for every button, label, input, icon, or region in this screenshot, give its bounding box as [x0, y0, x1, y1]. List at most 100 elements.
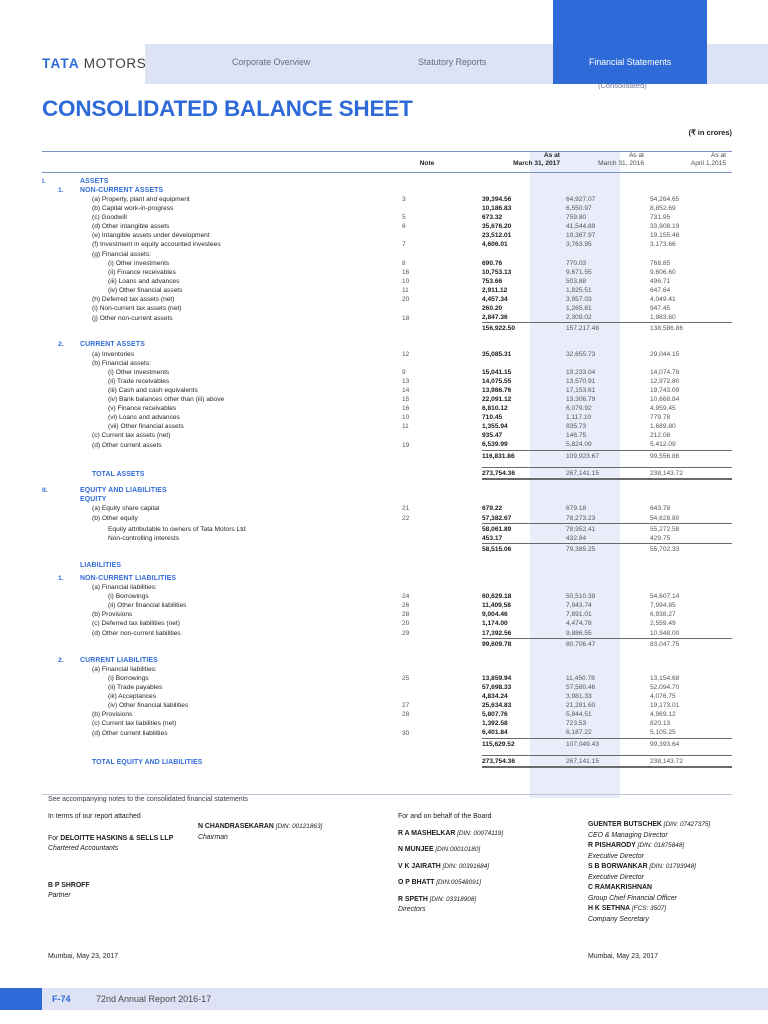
executive-role: Executive Director [588, 852, 644, 860]
row-value-2017: 25,634.83 [482, 702, 512, 710]
executives-signature-block: GUENTER BUTSCHEK [DIN: 07427375] CEO & Ma… [588, 820, 766, 925]
row-label: (h) Deferred tax assets (net) [92, 296, 175, 304]
table-row: (ii) Trade payables 57,698.33 57,580.46 52,… [42, 683, 732, 692]
equity-attributable-row: Equity attributable to owners of Tata Mo… [42, 522, 732, 534]
total-label: TOTAL EQUITY AND LIABILITIES [92, 759, 203, 767]
row-label: (d) Other non-current liabilities [92, 630, 181, 638]
row-note: 13 [402, 377, 410, 385]
accompanying-notes-text: See accompanying notes to the consolidat… [48, 796, 248, 803]
section-heading-row: 1. NON-CURRENT ASSETS [42, 186, 732, 195]
row-note: 20 [402, 296, 410, 304]
row-value-2016: 32,655.73 [566, 350, 596, 358]
auditor-firm-role: Chartered Accountants [48, 845, 119, 852]
row-value-2015: 12,972.80 [650, 377, 680, 385]
board-member: R A MASHELKAR [DIN: 00074119] [398, 829, 588, 840]
board-member-din: [DIN:00010180] [433, 846, 481, 853]
row-note: 14 [402, 386, 410, 394]
row-label: (iii) Cash and cash equivalents [108, 386, 198, 394]
row-label: (i) Borrowings [108, 674, 149, 682]
nav-item-financial-statements[interactable]: Financial Statements [589, 57, 672, 67]
section-number [58, 561, 80, 570]
total-value-2015: 238,143.72 [650, 467, 732, 481]
row-note: 5 [402, 214, 406, 222]
row-value-2016: 64,927.07 [566, 196, 596, 203]
row-value-2015: 9,606.60 [650, 268, 676, 276]
board-member-name: V K JAIRATH [398, 862, 441, 870]
table-row: (a) Inventories 12 35,085.31 32,655.73 29,04… [42, 350, 732, 359]
section-number: 1. [58, 574, 64, 582]
logo-motors-text: MOTORS [83, 56, 147, 71]
row-label: (c) Current tax liabilities (net) [92, 720, 177, 728]
row-note: 7 [402, 241, 406, 249]
section-roman [42, 186, 58, 195]
row-label: (d) Other current assets [92, 441, 162, 449]
table-row: (iii) Loans and advances 10 753.66 503.88 49… [42, 277, 732, 286]
row-label: (ii) Trade payables [108, 684, 163, 691]
row-note [402, 304, 458, 313]
row-value-2015: 5,105.25 [650, 729, 676, 737]
row-value-2015: 4,049.41 [650, 296, 676, 304]
row-note: 10 [402, 414, 410, 422]
row-value-2016: 1,265.81 [566, 305, 592, 313]
row-note: 28 [402, 611, 410, 619]
row-label: (i) Non-current tax assets (net) [92, 305, 182, 313]
auditor-partner-role: Partner [48, 892, 71, 899]
board-member-din: [DIN: 03318908] [427, 895, 477, 903]
row-note: 8 [402, 259, 406, 267]
row-value-2015: 947.45 [650, 305, 671, 313]
row-value-2017: 2,847.36 [482, 314, 508, 322]
total-value-2015: 238,143.72 [650, 755, 732, 769]
row-value-2016: 41,544.89 [566, 223, 596, 231]
executives-list: GUENTER BUTSCHEK [DIN: 07427375] CEO & Ma… [588, 820, 766, 925]
row-note: 24 [402, 593, 410, 601]
row-value-2017: 17,392.56 [482, 629, 512, 637]
row-value-2016: 3,957.03 [566, 296, 592, 304]
total-value-2016: 79,385.25 [566, 542, 650, 554]
row-note: 28 [402, 711, 410, 719]
notes-divider [42, 794, 732, 795]
row-label: (a) Financial liabilities: [92, 665, 157, 673]
footer-accent-square [0, 988, 42, 1010]
executive-role: CEO & Managing Director [588, 831, 668, 839]
total-label [80, 450, 402, 461]
auditor-signature-block: In terms of our report attached For DELO… [48, 812, 198, 902]
row-value-2017: 753.66 [482, 277, 503, 285]
table-row: (ii) Finance receivables 16 10,753.13 9,671… [42, 268, 732, 277]
section-roman [42, 561, 58, 570]
row-value-2017: 260.20 [482, 305, 503, 313]
section-heading-row: EQUITY [42, 495, 732, 504]
chairman-line: N CHANDRASEKARAN [DIN: 00121863] [198, 822, 388, 833]
row-value-2015: 19,173.01 [650, 702, 680, 710]
section-number [58, 486, 80, 495]
row-value-2015: 54,607.14 [650, 593, 680, 601]
row-label: (iv) Other financial liabilities [108, 702, 189, 710]
row-label: (c) Deferred tax liabilities (net) [92, 620, 180, 628]
chairman-role: Chairman [198, 833, 228, 841]
executive-role: Company Secretary [588, 915, 649, 923]
row-label: (i) Other investments [108, 368, 170, 376]
chairman-signature-block: N CHANDRASEKARAN [DIN: 00121863] Chairma… [198, 822, 388, 843]
row-value-2017: 57,698.33 [482, 684, 512, 691]
row-value-2015: 54,264.65 [650, 196, 680, 203]
table-row: (b) Capital work-in-progress 10,186.83 6,5… [42, 204, 732, 213]
nav-item-statutory-reports[interactable]: Statutory Reports [418, 57, 487, 67]
nav-item-corporate-overview[interactable]: Corporate Overview [232, 57, 311, 67]
table-row: (d) Other current liabilities 30 6,401.84 6… [42, 728, 732, 738]
table-row: (d) Other intangible assets 6 35,676.20 41,… [42, 222, 732, 231]
section-heading-row: 1. NON-CURRENT LIABILITIES [42, 574, 732, 583]
row-value-2015: 768.85 [650, 259, 671, 267]
row-value-2015: 1,689.80 [650, 423, 676, 431]
auditor-intro: In terms of our report attached [48, 813, 141, 820]
row-value-2016: 7,891.01 [566, 611, 592, 619]
table-row: (c) Current tax assets (net) 935.47 146.75… [42, 431, 732, 440]
total-label [80, 738, 402, 749]
total-value-2016: 157,217.48 [566, 322, 650, 334]
row-label: (a) Equity share capital [92, 505, 160, 513]
spacer-row [42, 649, 732, 656]
row-value-2017: 4,834.24 [482, 693, 508, 701]
row-value-2017 [482, 250, 566, 259]
executive-entry: S B BORWANKAR [DIN: 01793948] [588, 862, 766, 873]
board-member-din: [DIN: 00391684] [440, 862, 490, 870]
row-value-2015: 14,074.78 [650, 368, 680, 376]
board-member-name: R A MASHELKAR [398, 829, 456, 837]
